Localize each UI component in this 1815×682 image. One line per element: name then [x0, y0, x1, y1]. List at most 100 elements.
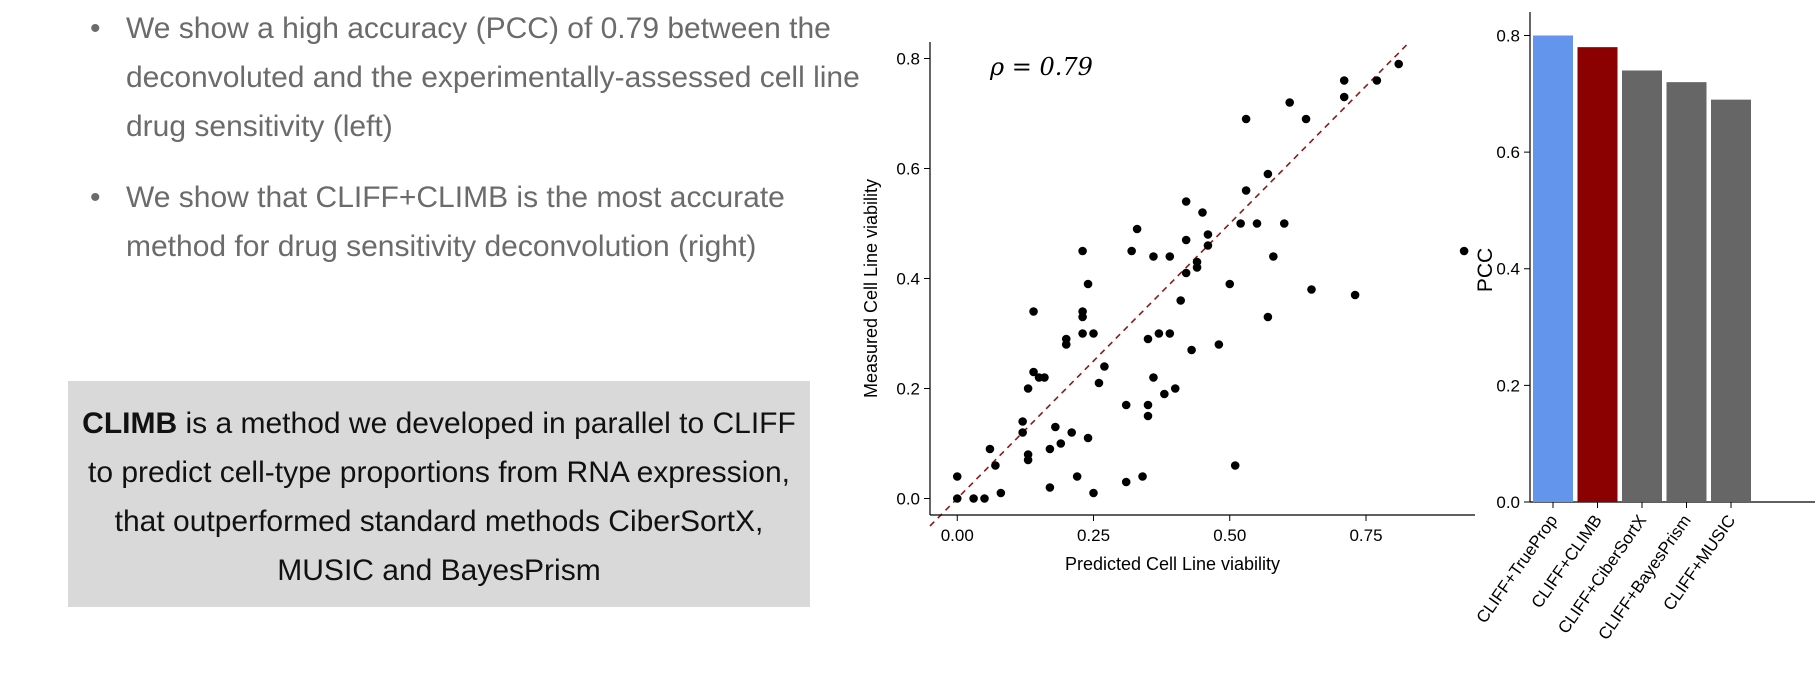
- scatter-point: [1121, 400, 1131, 410]
- scatter-point: [1149, 252, 1158, 261]
- scatter-point: [1269, 252, 1278, 261]
- x-tick-label: 0.50: [1213, 526, 1246, 545]
- y-tick-label: 0.8: [1496, 26, 1520, 45]
- scatter-point: [1149, 373, 1158, 382]
- scatter-point: [1143, 400, 1153, 410]
- scatter-point: [1143, 411, 1153, 421]
- x-tick-label: 0.00: [941, 526, 974, 545]
- bar-cliff-music: [1711, 99, 1751, 503]
- scatter-point: [1029, 307, 1038, 316]
- scatter-point: [1170, 384, 1180, 393]
- scatter-point: [1089, 488, 1098, 498]
- bullet-marker: •: [90, 12, 101, 45]
- scatter-point: [1023, 384, 1033, 393]
- bullet-list: • We show a high accuracy (PCC) of 0.79 …: [88, 4, 868, 271]
- scatter-point: [1214, 340, 1224, 349]
- scatter-point: [1045, 444, 1055, 454]
- climb-callout-box: CLIMB is a method we developed in parall…: [68, 381, 810, 607]
- scatter-point: [952, 494, 962, 503]
- scatter-point: [1263, 169, 1273, 179]
- bar-cliff-climb: [1577, 47, 1618, 503]
- y-tick-label: 0.0: [896, 490, 920, 509]
- bar-cliff-trueprop: [1533, 35, 1573, 502]
- scatter-point: [1394, 59, 1403, 69]
- scatter-point: [1100, 362, 1109, 371]
- x-tick-label: CLIFF+TrueProp: [1473, 511, 1562, 626]
- scatter-point: [1029, 367, 1038, 377]
- scatter-point: [1176, 296, 1185, 305]
- x-tick-label: 0.75: [1349, 526, 1382, 545]
- scatter-point: [1203, 241, 1213, 250]
- scatter-point: [1225, 279, 1235, 289]
- y-axis-title: PCC: [1474, 248, 1497, 292]
- reference-line: [929, 41, 1411, 527]
- y-axis-title: Measured Cell Line viability: [861, 179, 881, 398]
- scatter-point: [1236, 219, 1245, 228]
- scatter-point: [1154, 329, 1164, 338]
- y-tick-label: 0.4: [1496, 260, 1520, 279]
- scatter-point: [1160, 389, 1169, 399]
- scatter-point: [1165, 252, 1175, 261]
- scatter-point: [1203, 230, 1213, 239]
- scatter-point: [1279, 219, 1289, 228]
- y-tick-label: 0.4: [896, 270, 920, 289]
- scatter-point: [1301, 114, 1311, 124]
- scatter-point: [1040, 373, 1049, 382]
- scatter-point: [1459, 246, 1469, 256]
- scatter-point: [985, 444, 995, 454]
- scatter-point: [1018, 428, 1027, 437]
- scatter-point: [1372, 76, 1382, 85]
- correlation-annotation: ρ = 0.79: [989, 53, 1093, 81]
- scatter-point: [1132, 224, 1142, 234]
- scatter-point: [1078, 246, 1087, 256]
- scatter-point: [1192, 257, 1202, 267]
- bullet-text: We show a high accuracy (PCC) of 0.79 be…: [126, 12, 860, 143]
- scatter-point: [1165, 329, 1175, 338]
- scatter-point: [1241, 114, 1251, 124]
- bullet-item-accuracy: • We show a high accuracy (PCC) of 0.79 …: [88, 4, 868, 151]
- scatter-point: [991, 461, 1000, 470]
- scatter-point: [1198, 208, 1207, 217]
- scatter-point: [1181, 197, 1191, 206]
- y-tick-label: 0.0: [1496, 493, 1520, 512]
- scatter-point: [1181, 235, 1191, 245]
- scatter-point: [1241, 186, 1251, 195]
- y-tick-label: 0.2: [1496, 376, 1520, 395]
- pcc-bar-chart: 0.00.20.40.60.8PCCCLIFF+TruePropCLIFF+CL…: [1473, 12, 1815, 643]
- scatter-point: [1350, 290, 1360, 300]
- bullet-marker: •: [90, 181, 101, 214]
- scatter-point: [1307, 285, 1316, 294]
- callout-text: is a method we developed in parallel to …: [88, 407, 796, 587]
- callout-bold-term: CLIMB: [82, 407, 178, 440]
- scatter-point: [1121, 477, 1131, 487]
- y-tick-label: 0.2: [896, 380, 920, 399]
- y-tick-label: 0.6: [1496, 143, 1520, 162]
- scatter-point: [1187, 345, 1196, 355]
- scatter-point: [969, 494, 978, 503]
- bullet-text: We show that CLIFF+CLIMB is the most acc…: [126, 181, 785, 263]
- scatter-point: [980, 494, 989, 503]
- bar-cliff-cibersortx: [1622, 70, 1662, 502]
- scatter-point: [1285, 98, 1294, 107]
- scatter-point: [1051, 422, 1060, 432]
- scatter-point: [1143, 334, 1153, 344]
- scatter-point: [1083, 279, 1093, 289]
- scatter-point: [1078, 312, 1087, 322]
- scatter-point: [1089, 329, 1098, 338]
- scatter-point: [1056, 439, 1066, 448]
- scatter-point: [1018, 417, 1027, 426]
- scatter-point: [1061, 334, 1071, 344]
- y-tick-label: 0.6: [896, 160, 920, 179]
- scatter-point: [1078, 329, 1087, 338]
- scatter-point: [1094, 378, 1104, 388]
- x-tick-label: 0.25: [1077, 526, 1110, 545]
- bullet-item-best-method: • We show that CLIFF+CLIMB is the most a…: [88, 173, 868, 271]
- scatter-point: [1083, 433, 1093, 443]
- scatter-point: [1230, 461, 1240, 470]
- scatter-point: [1252, 219, 1262, 228]
- scatter-point: [1067, 428, 1076, 437]
- scatter-point: [1045, 483, 1055, 492]
- scatter-point: [1263, 312, 1273, 322]
- scatter-point: [1339, 76, 1349, 85]
- scatter-chart: 0.0 0.2 0.4 0.6 0.8 0.00 0.25 0.50 0.75 Predicted…: [861, 41, 1475, 574]
